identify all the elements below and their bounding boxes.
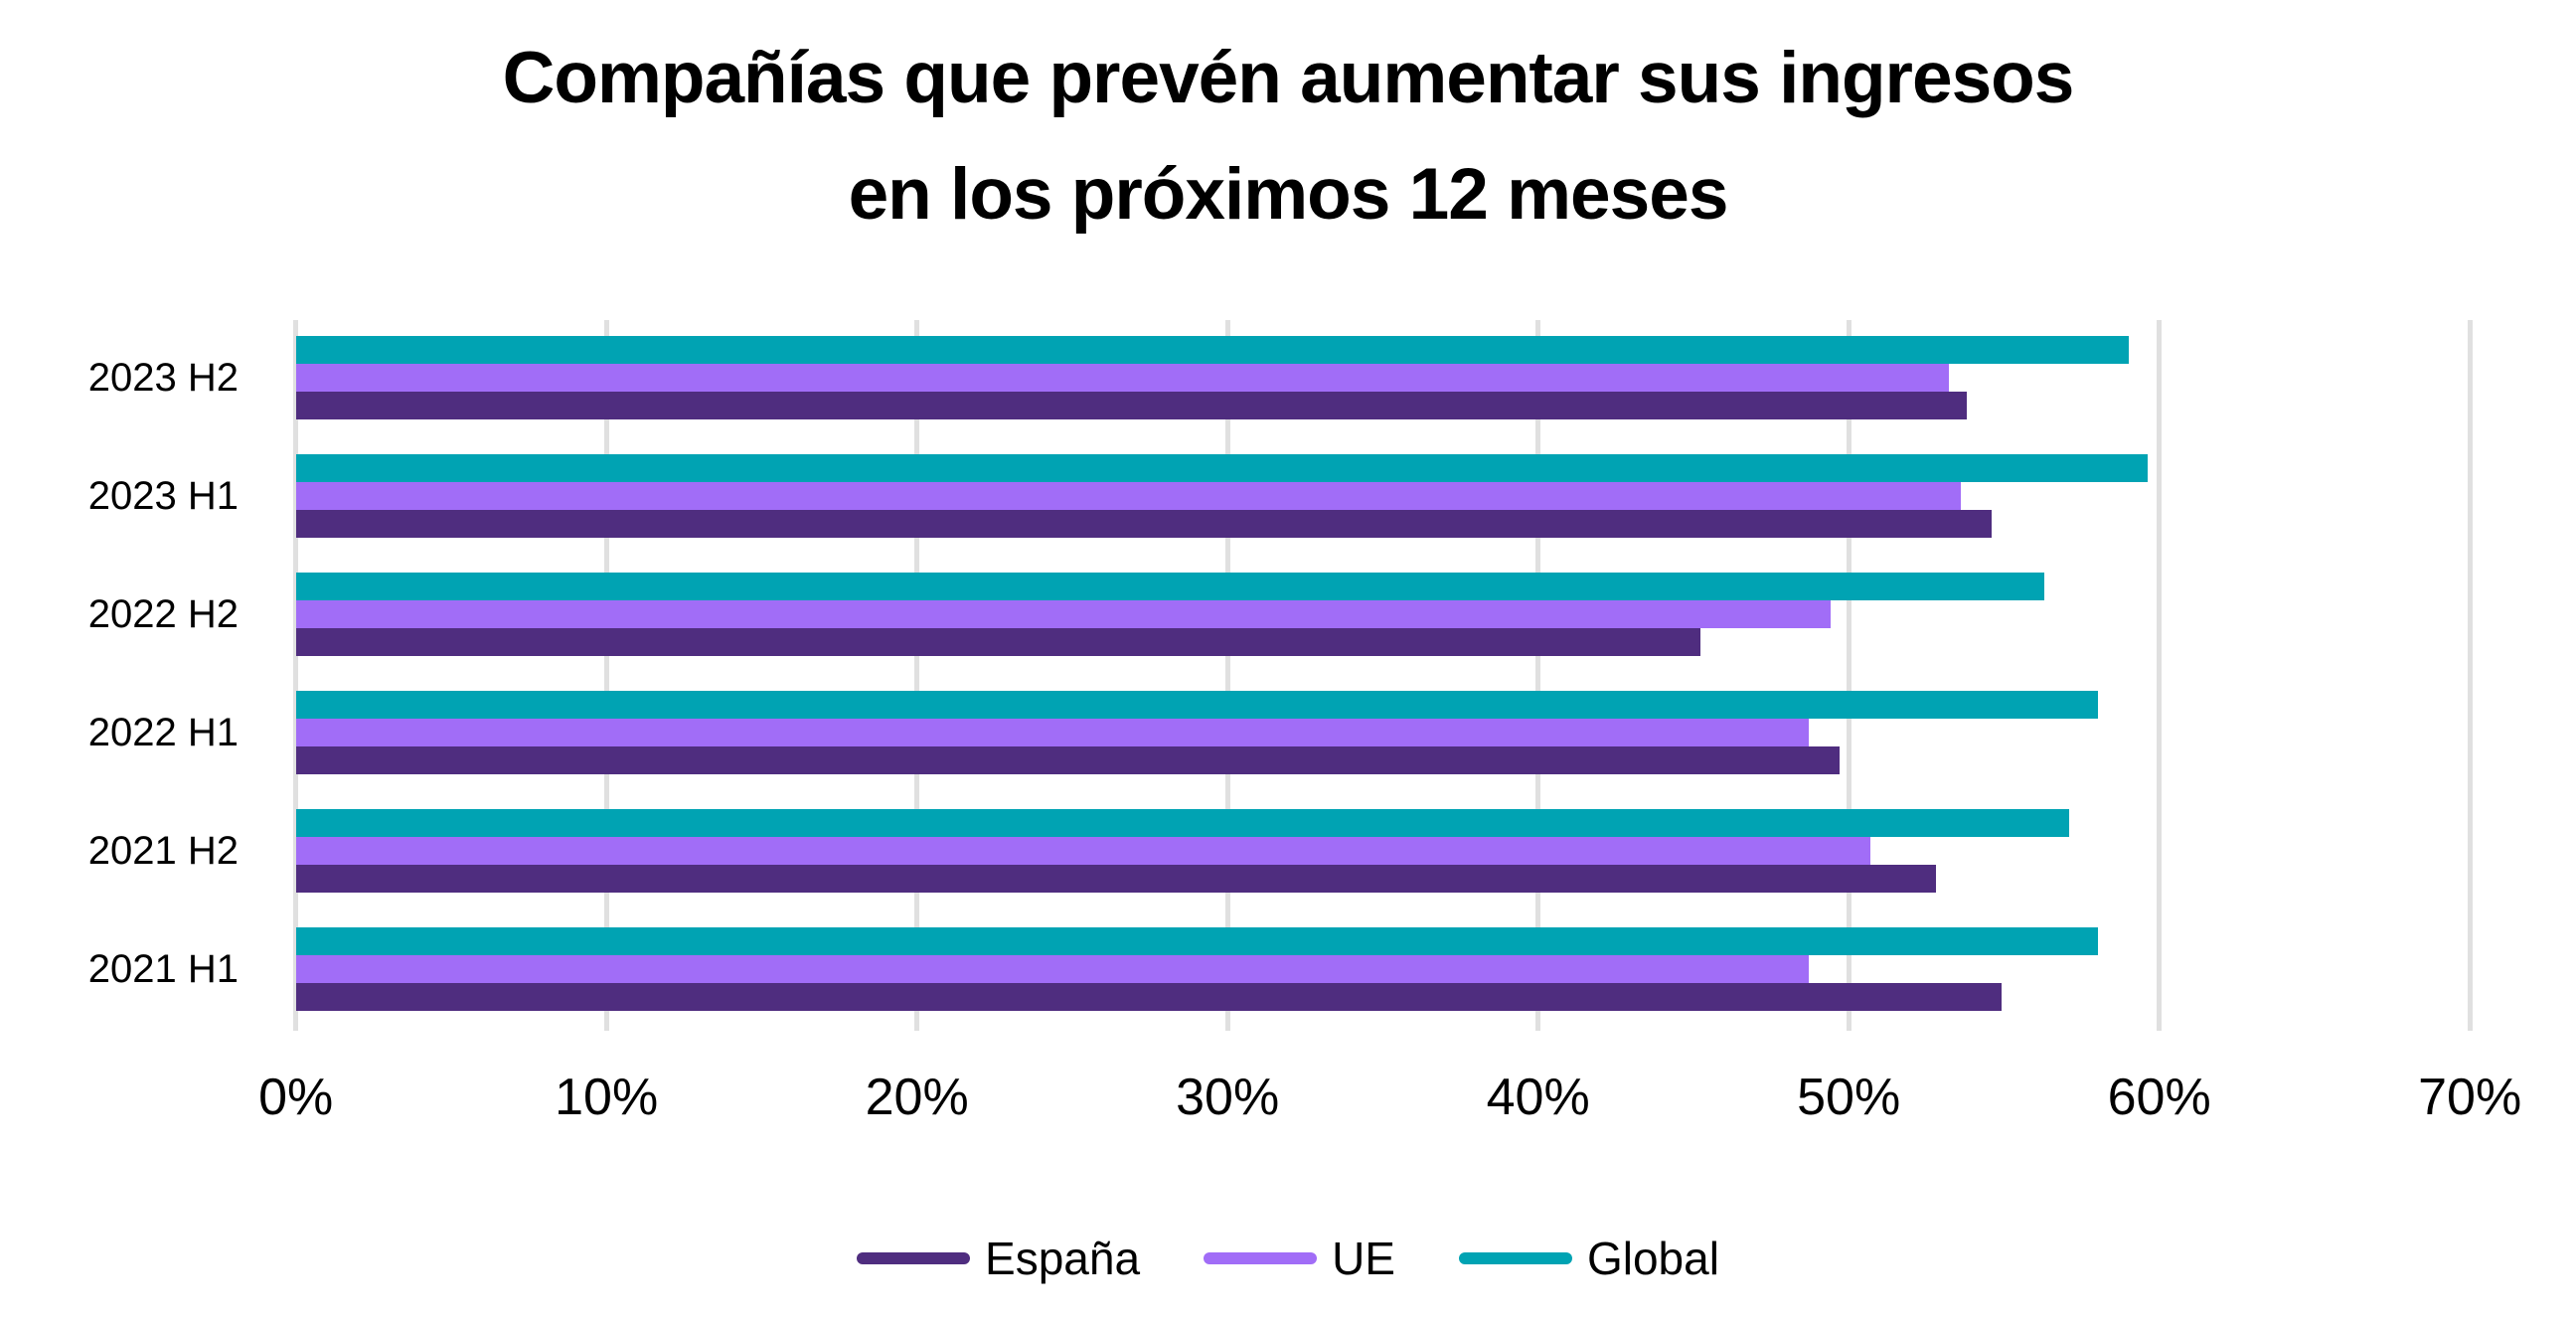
gridline-40% [1535, 320, 1541, 1031]
legend-label-espana: España [985, 1233, 1141, 1284]
bar-espana-2021-h2 [296, 865, 1936, 893]
x-axis-tick-40%: 40% [1486, 1069, 1590, 1126]
x-axis-tick-60%: 60% [2107, 1069, 2211, 1126]
y-axis-label-2022-h1: 2022 H1 [87, 711, 239, 754]
legend-item-global: Global [1458, 1231, 1719, 1286]
bar-espana-2023-h1 [296, 510, 1993, 538]
legend-swatch-ue [1204, 1252, 1318, 1264]
chart-title-line-1: Compañías que prevén aumentar sus ingres… [502, 38, 2075, 118]
bar-espana-2022-h1 [296, 746, 1841, 774]
x-axis-tick-70%: 70% [2418, 1069, 2522, 1126]
bar-ue-2022-h1 [296, 719, 1809, 746]
gridline-30% [1224, 320, 1230, 1031]
y-axis-label-2022-h2: 2022 H2 [87, 592, 239, 636]
x-axis-tick-0%: 0% [258, 1069, 334, 1126]
legend-swatch-global [1458, 1252, 1572, 1264]
bar-espana-2022-h2 [296, 628, 1700, 656]
bar-ue-2023-h1 [296, 482, 1961, 510]
legend-item-ue: UE [1204, 1231, 1395, 1286]
chart-title: Compañías que prevén aumentar sus ingres… [0, 20, 2576, 252]
y-axis-label-2023-h1: 2023 H1 [87, 474, 239, 518]
bar-global-2022-h1 [296, 691, 2098, 719]
legend-item-espana: España [857, 1231, 1140, 1286]
chart-title-line-2: en los próximos 12 meses [848, 154, 1729, 235]
gridline-70% [2467, 320, 2473, 1031]
legend-label-ue: UE [1332, 1233, 1395, 1284]
legend-label-global: Global [1586, 1233, 1719, 1284]
bar-global-2022-h2 [296, 573, 2045, 600]
gridline-20% [914, 320, 920, 1031]
bar-ue-2023-h2 [296, 364, 1949, 392]
gridline-60% [2157, 320, 2163, 1031]
bar-global-2021-h2 [296, 809, 2070, 837]
y-axis-label-2023-h2: 2023 H2 [87, 356, 239, 400]
x-axis-tick-50%: 50% [1797, 1069, 1901, 1126]
gridline-0% [293, 320, 299, 1031]
bar-espana-2023-h2 [296, 392, 1968, 419]
x-axis-tick-30%: 30% [1176, 1069, 1280, 1126]
y-axis-label-2021-h2: 2021 H2 [87, 829, 239, 873]
bar-espana-2021-h1 [296, 983, 2002, 1011]
x-axis-tick-20%: 20% [865, 1069, 969, 1126]
bar-global-2021-h1 [296, 927, 2098, 955]
y-axis-label-2021-h1: 2021 H1 [87, 947, 239, 991]
bar-global-2023-h2 [296, 336, 2129, 364]
legend-swatch-espana [857, 1252, 971, 1264]
bar-ue-2021-h2 [296, 837, 1871, 865]
x-axis-tick-10%: 10% [555, 1069, 659, 1126]
bar-global-2023-h1 [296, 454, 2148, 482]
gridline-50% [1846, 320, 1852, 1031]
bar-ue-2022-h2 [296, 600, 1831, 628]
gridline-10% [603, 320, 609, 1031]
bar-ue-2021-h1 [296, 955, 1809, 983]
legend: España UE Global [0, 1231, 2576, 1286]
